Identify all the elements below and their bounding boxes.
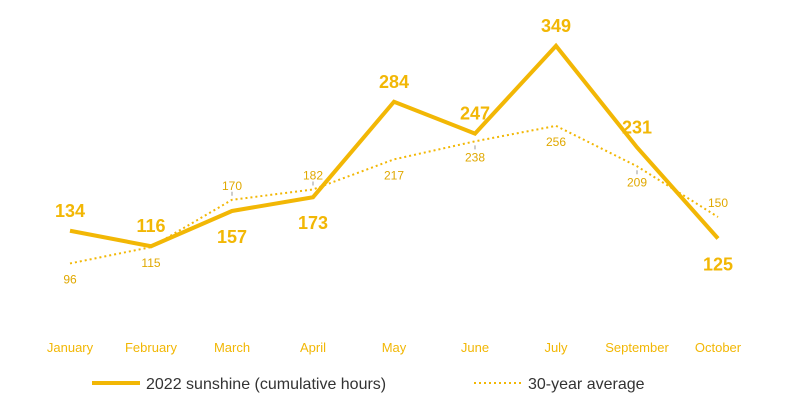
average-data-label: 238 [465, 150, 485, 164]
x-tick-label: July [544, 340, 568, 355]
x-tick-label: September [605, 340, 669, 355]
sunshine-data-label: 116 [136, 216, 165, 236]
average-data-label: 256 [546, 135, 566, 149]
average-data-label: 182 [303, 168, 323, 182]
average-line [69, 124, 719, 265]
sunshine-data-label: 157 [217, 227, 247, 247]
average-data-label: 115 [141, 256, 160, 270]
legend-label-sunshine: 2022 sunshine (cumulative hours) [146, 376, 386, 393]
average-data-label: 209 [627, 175, 647, 189]
sunshine-series [69, 42, 720, 249]
average-data-label: 150 [708, 196, 728, 210]
x-tick-label: June [461, 340, 489, 355]
average-data-labels: 96 115 170 182 217 238 256 209 150 [63, 135, 728, 287]
sunshine-data-label: 231 [622, 117, 652, 137]
sunshine-data-label: 125 [703, 255, 733, 275]
x-tick-label: March [214, 340, 250, 355]
x-tick-label: October [695, 340, 742, 355]
sunshine-data-labels: 134 116 157 173 284 247 349 231 125 [55, 16, 733, 275]
average-series [69, 124, 719, 265]
x-tick-label: January [47, 340, 94, 355]
sunshine-data-label: 173 [298, 213, 328, 233]
sunshine-data-label: 247 [460, 104, 490, 124]
label-leader-ticks [231, 145, 638, 196]
sunshine-data-label: 134 [55, 201, 85, 221]
x-tick-label: April [300, 340, 326, 355]
average-data-label: 217 [384, 168, 404, 182]
average-data-label: 96 [63, 272, 77, 286]
x-tick-label: May [382, 340, 407, 355]
legend-label-average: 30-year average [528, 376, 645, 393]
legend: 2022 sunshine (cumulative hours) 30-year… [92, 376, 645, 393]
x-tick-label: February [125, 340, 178, 355]
sunshine-data-label: 284 [379, 72, 409, 92]
average-data-label: 170 [222, 179, 242, 193]
x-axis-labels: January February March April May June July Sept… [47, 340, 742, 355]
sunshine-line [69, 42, 720, 249]
sunshine-data-label: 349 [541, 16, 571, 36]
